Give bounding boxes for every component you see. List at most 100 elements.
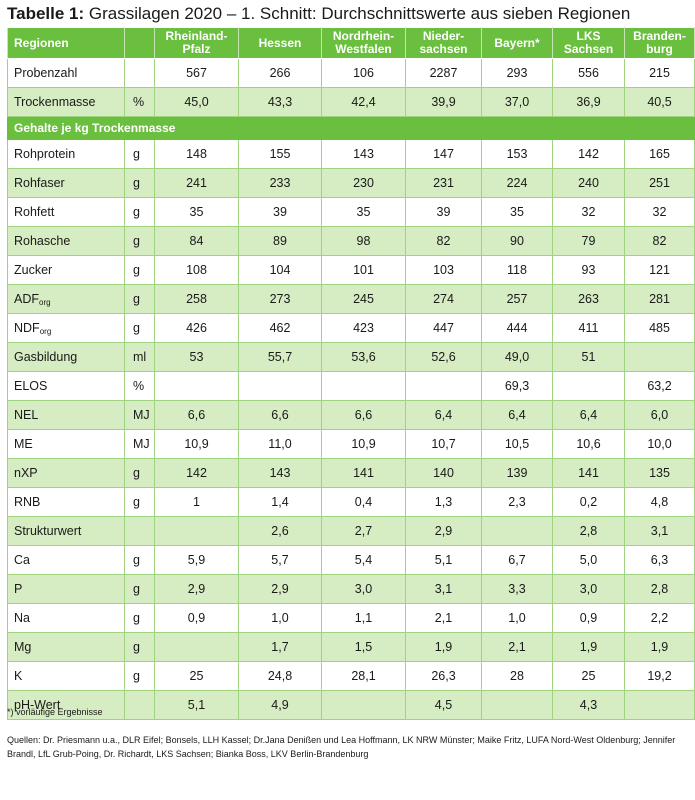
table-body: Probenzahl 567 266 106 2287 293 556 215 Trockenm… (7, 58, 695, 720)
value-cell: 444 (481, 313, 553, 343)
value-cell: 140 (405, 458, 482, 488)
table-row: RNB g 1 1,4 0,4 1,3 2,3 0,2 4,8 (7, 487, 695, 517)
value-cell: 28,1 (321, 661, 406, 691)
section-label: Gehalte je kg Trockenmasse (7, 116, 695, 140)
header-region: Rheinland- Pfalz (154, 27, 239, 59)
value-cell: 3,3 (481, 574, 553, 604)
value-cell: 245 (321, 284, 406, 314)
value-cell: 1,0 (238, 603, 322, 633)
value-cell: 230 (321, 168, 406, 198)
value-cell: 3,1 (405, 574, 482, 604)
value-cell: 3,0 (321, 574, 406, 604)
value-cell: 3,1 (624, 516, 695, 546)
value-cell: 101 (321, 255, 406, 285)
table-row: Probenzahl 567 266 106 2287 293 556 215 (7, 58, 695, 88)
header-region: Nieder- sachsen (405, 27, 482, 59)
value-cell: 1,9 (552, 632, 625, 662)
value-cell: 4,3 (552, 690, 625, 720)
row-label-text: RNB (14, 495, 41, 509)
value-cell: 567 (154, 58, 239, 88)
value-cell: 1 (154, 487, 239, 517)
value-cell: 39 (238, 197, 322, 227)
table-row: Ca g 5,9 5,7 5,4 5,1 6,7 5,0 6,3 (7, 545, 695, 575)
value-cell: 24,8 (238, 661, 322, 691)
value-cell: 241 (154, 168, 239, 198)
value-cell: 266 (238, 58, 322, 88)
value-cell: 43,3 (238, 87, 322, 117)
value-cell (624, 690, 695, 720)
row-unit: ml (124, 342, 155, 372)
row-unit: g (124, 458, 155, 488)
row-unit: g (124, 139, 155, 169)
row-label-subscript: org (39, 297, 51, 307)
value-cell: 5,0 (552, 545, 625, 575)
value-cell: 148 (154, 139, 239, 169)
row-unit (124, 516, 155, 546)
value-cell: 281 (624, 284, 695, 314)
row-unit: g (124, 574, 155, 604)
row-unit (124, 690, 155, 720)
value-cell: 2,6 (238, 516, 322, 546)
footnote: *) vorläufige Ergebnisse (7, 707, 103, 717)
value-cell: 224 (481, 168, 553, 198)
value-cell: 2,8 (552, 516, 625, 546)
value-cell: 108 (154, 255, 239, 285)
value-cell: 165 (624, 139, 695, 169)
table-title-prefix: Tabelle 1: (7, 4, 85, 23)
value-cell (154, 516, 239, 546)
row-unit (124, 58, 155, 88)
value-cell: 1,9 (405, 632, 482, 662)
table-row: Rohasche g 84 89 98 82 90 79 82 (7, 226, 695, 256)
value-cell: 0,2 (552, 487, 625, 517)
value-cell: 0,9 (154, 603, 239, 633)
value-cell: 6,7 (481, 545, 553, 575)
value-cell: 273 (238, 284, 322, 314)
header-row: Regionen Rheinland- Pfalz Hessen Nordrhein… (7, 27, 695, 59)
value-cell: 106 (321, 58, 406, 88)
row-unit: % (124, 87, 155, 117)
row-unit: g (124, 313, 155, 343)
value-cell: 0,9 (552, 603, 625, 633)
row-unit: % (124, 371, 155, 401)
row-label: NDForg (7, 313, 125, 343)
value-cell: 10,9 (154, 429, 239, 459)
value-cell: 2,1 (481, 632, 553, 662)
value-cell: 1,9 (624, 632, 695, 662)
header-region: Branden- burg (624, 27, 695, 59)
row-unit: g (124, 197, 155, 227)
row-label-text: ME (14, 437, 33, 451)
value-cell: 35 (481, 197, 553, 227)
table-row: Rohprotein g 148 155 143 147 153 142 165 (7, 139, 695, 169)
value-cell (481, 690, 553, 720)
value-cell: 251 (624, 168, 695, 198)
value-cell: 426 (154, 313, 239, 343)
row-label: ELOS (7, 371, 125, 401)
value-cell: 10,9 (321, 429, 406, 459)
value-cell: 121 (624, 255, 695, 285)
value-cell: 25 (552, 661, 625, 691)
row-label: P (7, 574, 125, 604)
value-cell: 141 (552, 458, 625, 488)
value-cell: 142 (154, 458, 239, 488)
row-label: Rohprotein (7, 139, 125, 169)
value-cell: 240 (552, 168, 625, 198)
value-cell: 52,6 (405, 342, 482, 372)
row-unit: g (124, 603, 155, 633)
value-cell: 2,2 (624, 603, 695, 633)
value-cell: 6,6 (238, 400, 322, 430)
value-cell (552, 371, 625, 401)
value-cell: 82 (405, 226, 482, 256)
row-label: Rohasche (7, 226, 125, 256)
value-cell: 4,5 (405, 690, 482, 720)
value-cell: 10,6 (552, 429, 625, 459)
value-cell: 3,0 (552, 574, 625, 604)
row-label: Rohfett (7, 197, 125, 227)
table-row: Rohfaser g 241 233 230 231 224 240 251 (7, 168, 695, 198)
row-label-text: Rohfaser (14, 176, 65, 190)
row-unit: MJ (124, 400, 155, 430)
row-unit: g (124, 226, 155, 256)
value-cell: 63,2 (624, 371, 695, 401)
value-cell: 5,4 (321, 545, 406, 575)
